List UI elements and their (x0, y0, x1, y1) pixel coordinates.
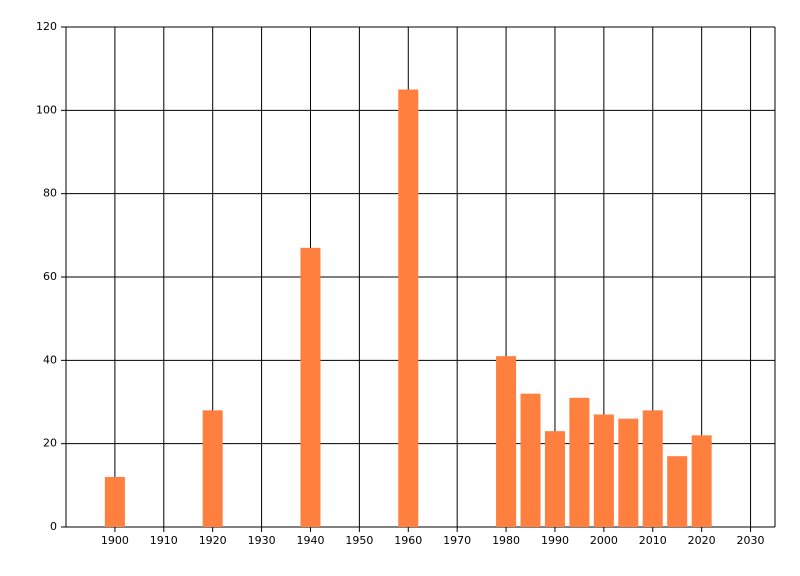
x-tick-label: 1900 (101, 534, 129, 547)
x-tick-label: 1970 (443, 534, 471, 547)
bar (642, 410, 663, 527)
bar (593, 414, 614, 527)
bar (496, 356, 517, 527)
y-tick-label: 40 (43, 353, 57, 366)
x-tick-label: 2020 (688, 534, 716, 547)
x-tick-label: 1940 (296, 534, 324, 547)
x-tick-label: 2010 (639, 534, 667, 547)
bar (202, 410, 223, 527)
x-tick-label: 1950 (345, 534, 373, 547)
y-tick-label: 20 (43, 437, 57, 450)
x-tick-label: 2030 (737, 534, 765, 547)
bar (618, 418, 639, 527)
bar (691, 435, 712, 527)
x-tick-label: 1910 (150, 534, 178, 547)
y-tick-label: 80 (43, 187, 57, 200)
bar (104, 477, 125, 527)
y-tick-label: 100 (36, 103, 57, 116)
x-tick-label: 1920 (199, 534, 227, 547)
x-tick-label: 2000 (590, 534, 618, 547)
x-tick-label: 1960 (394, 534, 422, 547)
x-tick-label: 1990 (541, 534, 569, 547)
bar (544, 431, 565, 527)
bar (667, 456, 688, 527)
bar (300, 247, 321, 528)
x-tick-label: 1980 (492, 534, 520, 547)
bar (520, 393, 541, 527)
y-tick-label: 60 (43, 270, 57, 283)
x-tick-label: 1930 (248, 534, 276, 547)
y-tick-label: 120 (36, 20, 57, 33)
y-tick-label: 0 (50, 520, 57, 533)
bar (398, 89, 419, 527)
bar (569, 397, 590, 527)
